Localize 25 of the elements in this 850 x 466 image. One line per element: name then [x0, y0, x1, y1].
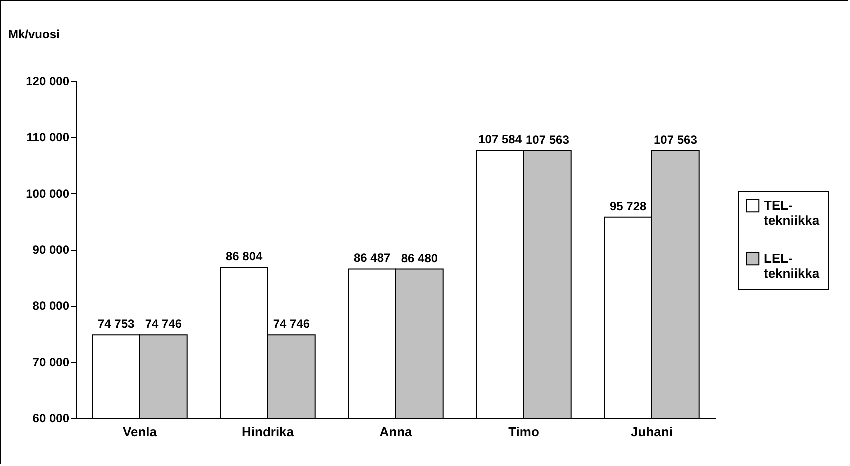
y-tick-label: 100 000 [26, 186, 70, 201]
x-tick-label: Venla [123, 424, 158, 440]
data-label: 107 563 [526, 132, 570, 147]
legend-label: TEL-tekniikka [764, 198, 820, 228]
data-label: 86 487 [354, 251, 391, 266]
data-label: 107 563 [654, 132, 698, 147]
y-tick-label: 70 000 [32, 355, 70, 370]
data-label: 95 728 [610, 199, 647, 214]
data-label: 74 746 [145, 317, 182, 332]
y-tick-label: 60 000 [32, 412, 70, 426]
y-tick-label: 80 000 [32, 299, 70, 314]
data-label: 107 584 [478, 132, 522, 147]
legend-label: LEL-tekniikka [764, 251, 820, 281]
data-label: 74 746 [273, 317, 310, 332]
y-tick-label: 110 000 [26, 130, 70, 145]
y-axis-title: Mk/vuosi [8, 28, 60, 42]
y-tick-label: 120 000 [26, 74, 70, 88]
data-label: 86 480 [401, 251, 438, 266]
x-tick-label: Timo [508, 424, 540, 440]
x-tick-label: Juhani [631, 424, 673, 440]
x-tick-label: Anna [380, 424, 414, 440]
data-label: 74 753 [98, 317, 135, 332]
y-tick-label: 90 000 [32, 243, 70, 257]
data-label: 86 804 [226, 249, 263, 264]
x-tick-label: Hindrika [242, 424, 295, 440]
